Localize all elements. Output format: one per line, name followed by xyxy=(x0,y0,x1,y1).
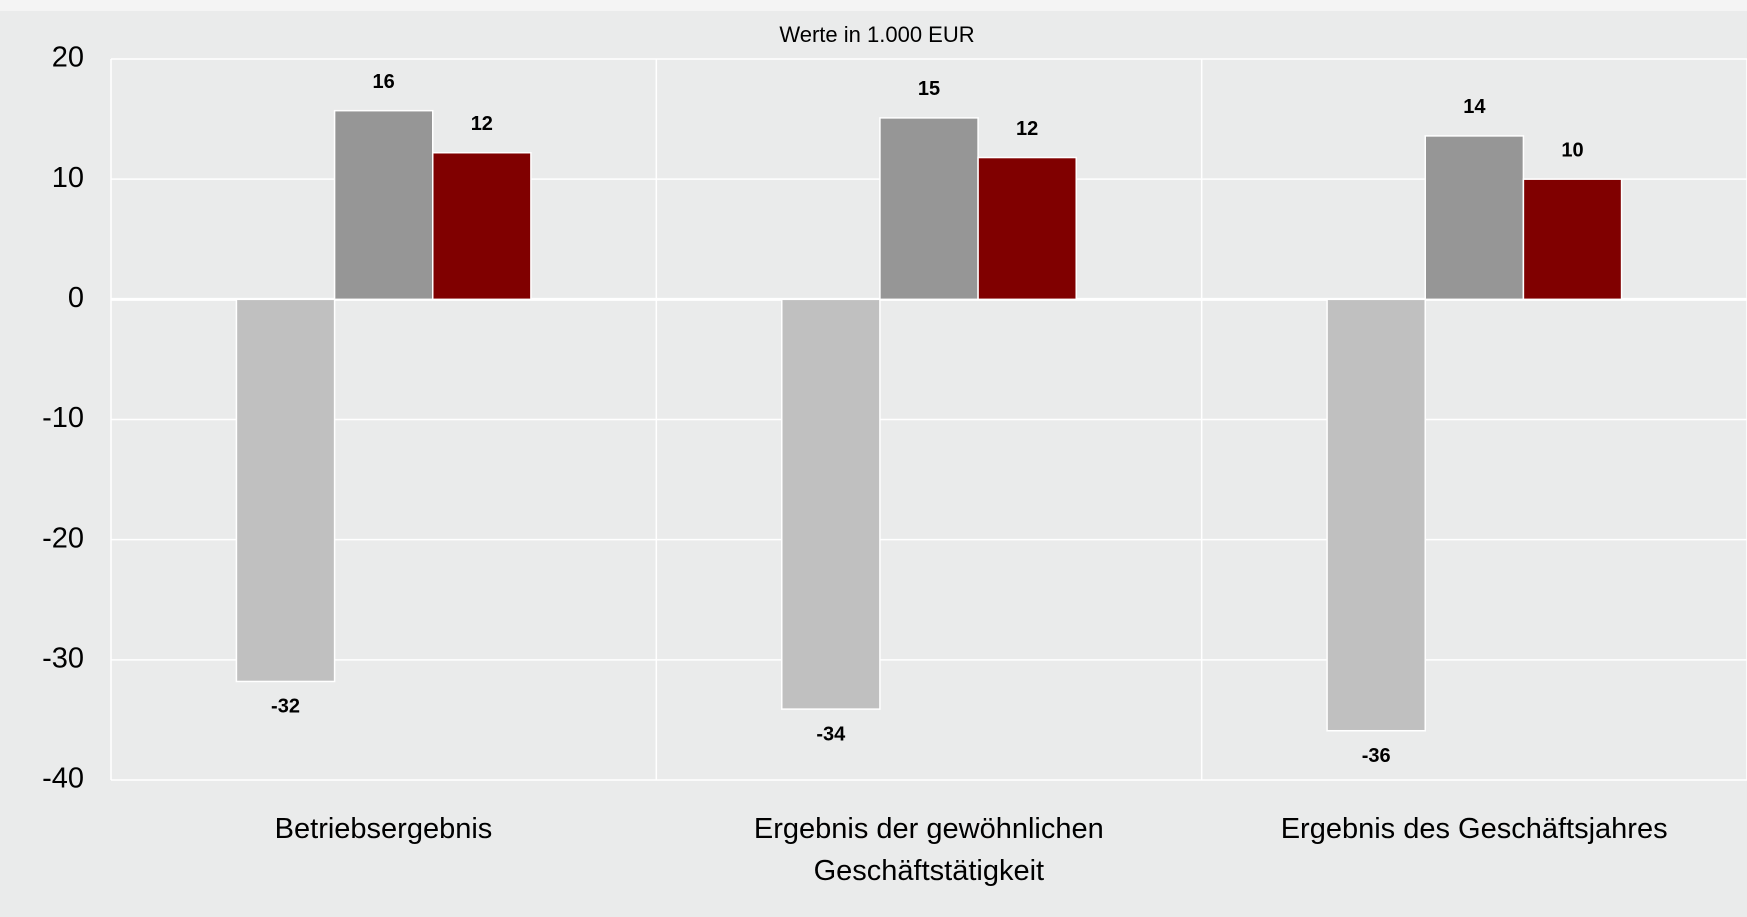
x-tick-label: Ergebnis der gewöhnlichen Geschäftstätig… xyxy=(753,813,1104,887)
bar xyxy=(431,151,532,301)
data-label: -36 xyxy=(1362,745,1391,767)
y-tick-label: -20 xyxy=(42,522,84,554)
chart-subtitle: Werte in 1.000 EUR xyxy=(779,22,974,47)
y-tick-label: -40 xyxy=(42,763,84,795)
bar xyxy=(977,156,1077,301)
bar xyxy=(1424,135,1525,301)
y-tick-label: 0 xyxy=(68,282,84,314)
y-tick-label: 10 xyxy=(52,162,84,194)
y-tick-label: -30 xyxy=(42,642,84,674)
bar xyxy=(1326,298,1427,732)
data-label: -34 xyxy=(816,723,846,745)
bar xyxy=(235,298,336,683)
data-label: 14 xyxy=(1463,96,1486,118)
data-label: 10 xyxy=(1561,139,1583,161)
bar xyxy=(879,117,979,301)
data-label: -32 xyxy=(271,696,300,718)
y-tick-label: 20 xyxy=(52,42,84,74)
x-tick-label: Ergebnis des Geschäftsjahres xyxy=(1280,813,1668,845)
bar xyxy=(781,298,881,710)
data-label: 15 xyxy=(918,78,940,100)
bar xyxy=(1522,178,1623,301)
y-tick-label: -10 xyxy=(42,402,84,434)
data-label: 12 xyxy=(471,113,493,135)
data-label: 12 xyxy=(1016,118,1038,140)
data-label: 16 xyxy=(373,71,395,93)
bar xyxy=(333,109,434,301)
x-tick-label: Betriebsergebnis xyxy=(274,813,493,845)
